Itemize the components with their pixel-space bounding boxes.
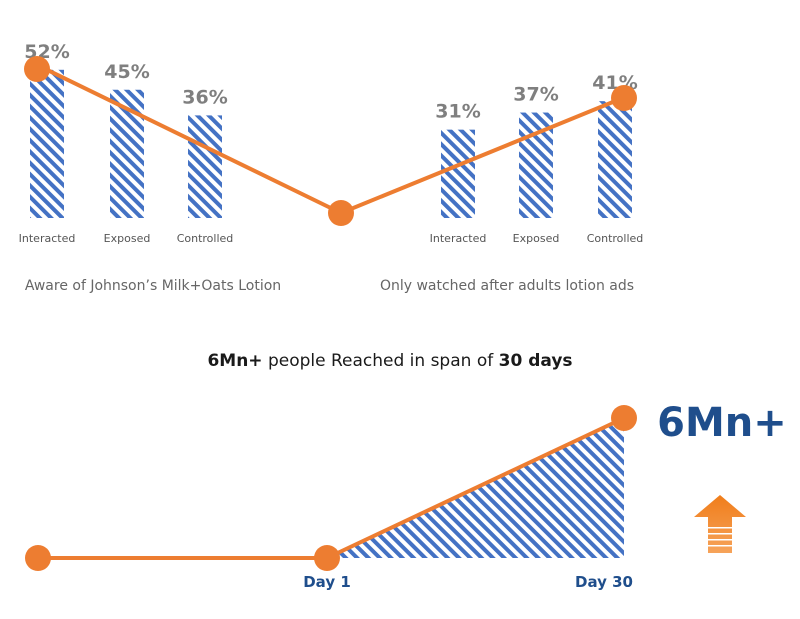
- category-label-1-1: Interacted: [19, 232, 76, 245]
- category-label-2-3: Controlled: [587, 232, 644, 245]
- headline-bold-reach: 6Mn+: [207, 351, 262, 371]
- group-label-aware: Aware of Johnson’s Milk+Oats Lotion: [25, 278, 281, 294]
- bar-2-3: [598, 101, 632, 218]
- up-arrow-icon: [694, 495, 746, 553]
- value-label-2-2: 37%: [513, 84, 558, 106]
- category-label-1-2: Exposed: [104, 232, 151, 245]
- reach-headline: 6Mn+ people Reached in span of 30 days: [207, 351, 572, 371]
- bar-1-2: [110, 89, 144, 218]
- headline-middle-text: people Reached in span of: [263, 351, 499, 371]
- reach-big-label: 6Mn+: [657, 400, 787, 446]
- reach-marker-1: [25, 545, 51, 571]
- value-label-1-2: 45%: [104, 61, 149, 83]
- category-label-1-3: Controlled: [177, 232, 234, 245]
- x-label-day-30: Day 30: [575, 573, 633, 591]
- marker-valley: [328, 200, 354, 226]
- bar-2-1: [441, 129, 475, 218]
- category-label-2-2: Exposed: [513, 232, 560, 245]
- category-label-2-1: Interacted: [430, 232, 487, 245]
- reach-area-chart: [25, 405, 637, 571]
- group-label-watched: Only watched after adults lotion ads: [380, 278, 634, 294]
- x-label-day-1: Day 1: [303, 573, 351, 591]
- value-label-1-3: 36%: [182, 86, 227, 108]
- headline-bold-days: 30 days: [499, 351, 573, 371]
- reach-marker-3: [611, 405, 637, 431]
- bar-1-1: [30, 69, 64, 218]
- value-label-2-1: 31%: [435, 101, 480, 123]
- awareness-bar-chart: 52%Interacted45%Exposed36%Controlled31%I…: [19, 41, 644, 245]
- marker-end: [611, 85, 637, 111]
- marker-start: [24, 56, 50, 82]
- reach-marker-2: [314, 545, 340, 571]
- bar-1-3: [188, 115, 222, 218]
